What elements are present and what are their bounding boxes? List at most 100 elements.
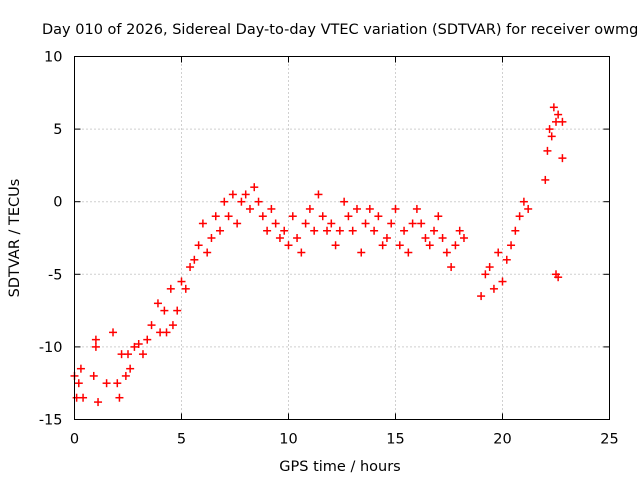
data-point [327, 219, 336, 228]
data-point [374, 212, 383, 221]
data-point [340, 197, 349, 206]
data-point [434, 212, 443, 221]
data-point [331, 241, 340, 250]
x-tick-label: 10 [279, 432, 297, 448]
data-point [186, 263, 195, 272]
data-point [102, 379, 111, 388]
data-point [207, 234, 216, 242]
data-point [421, 234, 430, 242]
plot-frame [74, 56, 610, 420]
data-point [211, 212, 220, 221]
data-point [417, 219, 426, 228]
data-point [352, 204, 361, 213]
data-point [147, 321, 156, 330]
data-point [391, 204, 400, 213]
data-point [181, 284, 190, 293]
data-point [109, 328, 118, 337]
chart-title: Day 010 of 2026, Sidereal Day-to-day VTE… [42, 22, 638, 38]
y-tick-label: -10 [39, 340, 63, 356]
data-point [113, 379, 122, 388]
data-point [481, 270, 490, 279]
data-point [387, 219, 396, 228]
data-point [241, 190, 250, 199]
data-point [134, 339, 143, 348]
data-point [404, 248, 413, 257]
data-point [318, 212, 327, 221]
data-point [153, 299, 162, 308]
data-point [288, 212, 297, 221]
data-point [166, 284, 175, 293]
data-point [430, 226, 439, 235]
data-point [348, 226, 357, 235]
x-tick-label: 0 [70, 432, 79, 448]
data-point [370, 226, 379, 235]
data-point [124, 350, 132, 359]
data-point [74, 379, 83, 388]
y-tick-label: -15 [39, 413, 63, 429]
data-point [280, 226, 289, 235]
data-point [203, 248, 212, 257]
data-point [177, 277, 186, 286]
data-point [400, 226, 409, 235]
data-point [524, 204, 533, 213]
data-point [91, 335, 100, 344]
axis-ticks: 0 5 10 15 20 25 -15 -10 -5 0 5 10 [39, 50, 619, 448]
y-tick-label: 0 [53, 195, 62, 211]
data-point [459, 234, 468, 242]
data-point [502, 255, 511, 264]
data-point [301, 219, 310, 228]
data-point [395, 241, 404, 250]
data-point [258, 212, 267, 221]
data-point [455, 226, 464, 235]
data-point [344, 212, 353, 221]
x-tick-label: 15 [386, 432, 404, 448]
data-point [91, 342, 100, 351]
data-point [365, 204, 374, 213]
data-point [558, 117, 567, 126]
data-point [126, 364, 135, 373]
data-point [489, 284, 498, 293]
data-point [162, 328, 171, 337]
data-point [267, 204, 276, 213]
data-point [228, 190, 237, 199]
data-point [79, 393, 88, 402]
data-point [138, 350, 147, 359]
data-point [549, 103, 558, 112]
data-point [511, 226, 520, 235]
x-axis-label: GPS time / hours [279, 459, 400, 475]
data-point [233, 219, 242, 228]
data-point [198, 219, 207, 228]
y-tick-label: 5 [53, 122, 62, 138]
data-point [498, 277, 507, 286]
data-point [143, 335, 152, 344]
data-point [173, 306, 182, 315]
data-point [160, 306, 169, 315]
data-point [412, 204, 421, 213]
data-point [408, 219, 417, 228]
data-point [554, 273, 563, 282]
x-tick-label: 5 [177, 432, 186, 448]
data-point [275, 234, 284, 242]
data-point [89, 371, 98, 380]
data-point [361, 219, 370, 228]
data-point [293, 234, 302, 242]
data-point [442, 248, 451, 257]
data-point [507, 241, 516, 250]
y-tick-label: 10 [44, 50, 62, 66]
data-point [477, 292, 486, 301]
x-tick-label: 25 [600, 432, 618, 448]
data-point [216, 226, 225, 235]
data-point [271, 219, 280, 228]
data-point [494, 248, 503, 257]
data-point [485, 263, 494, 272]
data-point [263, 226, 272, 235]
data-point [130, 342, 139, 351]
data-point [554, 110, 563, 119]
data-point [76, 364, 85, 373]
y-axis-label: SDTVAR / TECUs [7, 179, 23, 298]
data-point [545, 125, 554, 134]
data-point [190, 255, 199, 264]
data-point [541, 175, 550, 184]
